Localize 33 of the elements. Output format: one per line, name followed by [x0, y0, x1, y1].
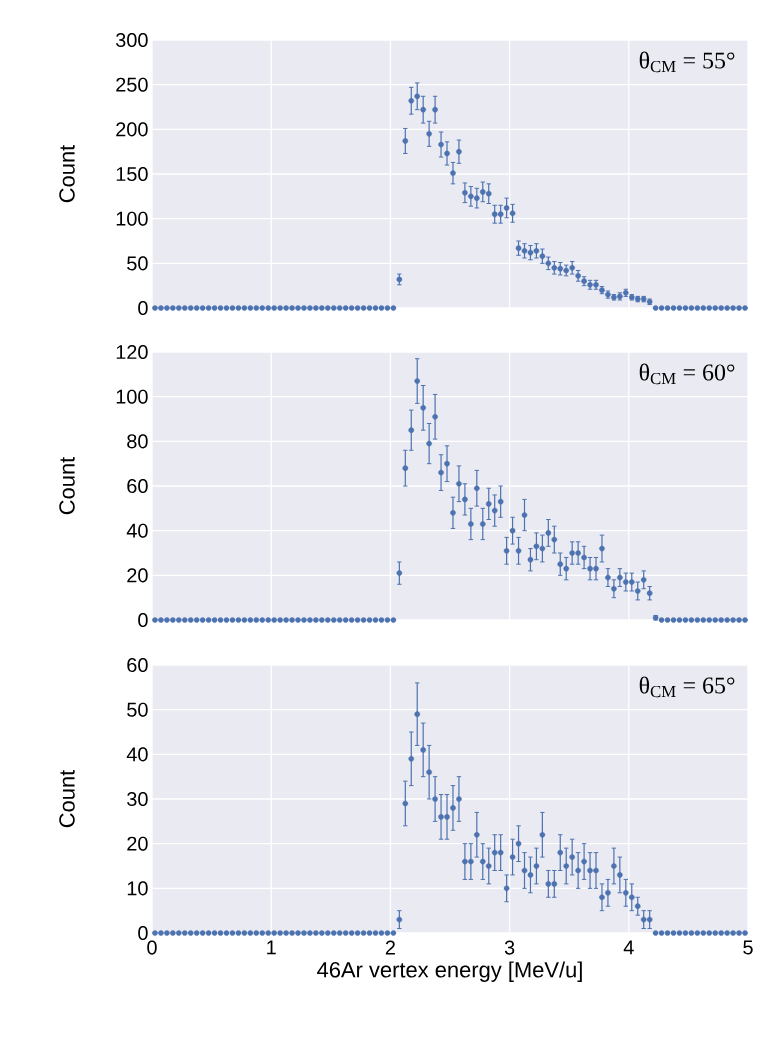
annotation: θ$_{CM}$ = 60°	[639, 363, 735, 385]
y-tick-label: 100	[116, 389, 148, 404]
y-tick-label: 250	[116, 77, 148, 92]
y-tick-label: 50	[127, 702, 148, 717]
y-tick-label: 200	[116, 122, 148, 137]
y-tick-label: 40	[126, 523, 148, 538]
annotation: θ$_{CM}$ = 65°	[639, 676, 735, 698]
y-tick-label: 20	[127, 568, 148, 583]
annotation: θ$_{CM}$ = 55°	[639, 51, 735, 73]
y-tick-label: 300	[116, 32, 148, 48]
y-tick-label: 0	[138, 925, 148, 941]
y-tick-label: 30	[127, 791, 148, 807]
x-tick-label: 4	[623, 940, 634, 955]
y-tick-label: 100	[116, 211, 148, 226]
x-tick-label: 1	[267, 940, 276, 955]
y-axis-title: Count	[59, 769, 75, 828]
y-tick-label: 40	[126, 747, 148, 762]
y-axis-title: Count	[59, 144, 75, 203]
y-tick-label: 50	[127, 256, 148, 271]
x-axis-title: 46Ar vertex energy [MeV/u]	[317, 961, 582, 982]
x-tick-label: 5	[743, 940, 753, 955]
y-tick-label: 150	[116, 166, 148, 182]
y-axis-title: Count	[59, 456, 75, 515]
y-tick-label: 0	[138, 300, 148, 316]
y-tick-label: 20	[127, 836, 148, 851]
x-tick-label: 2	[385, 940, 395, 955]
y-tick-label: 0	[138, 612, 148, 628]
y-tick-label: 60	[127, 657, 148, 673]
x-tick-label: 3	[504, 940, 515, 955]
y-tick-label: 120	[116, 344, 148, 360]
y-tick-label: 80	[127, 434, 148, 449]
y-tick-label: 60	[127, 478, 148, 494]
y-tick-label: 10	[127, 881, 148, 896]
